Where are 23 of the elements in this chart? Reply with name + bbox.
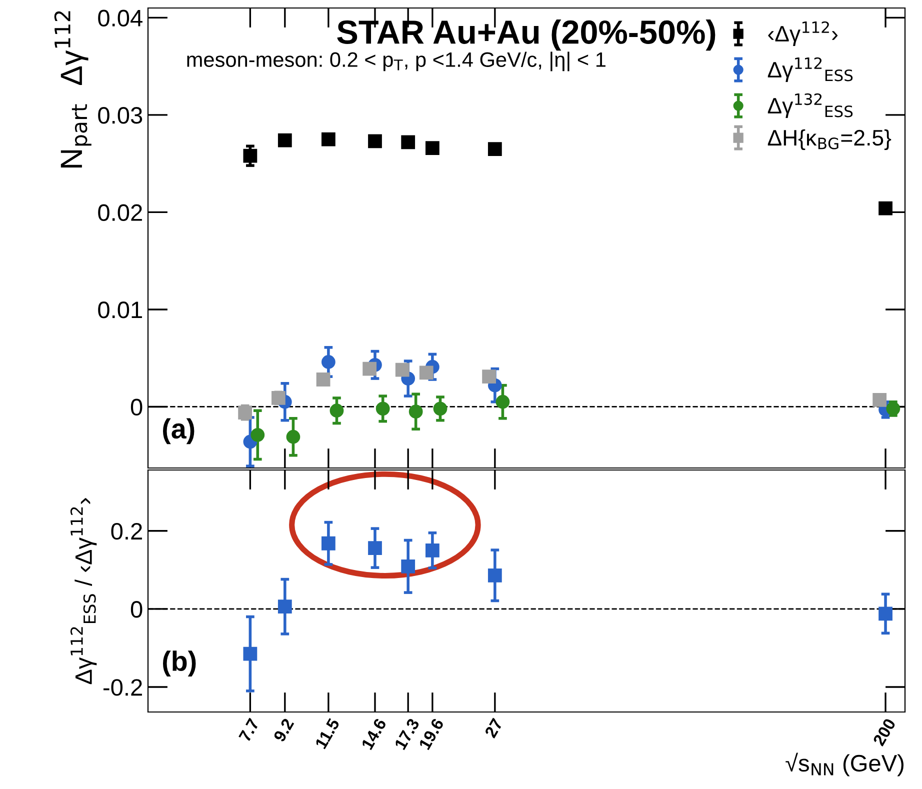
x-tick-label: 27 [484,718,503,738]
y-axis-title: N$_{part}$ Δγ$^{112}$ [54,11,92,168]
y-tick-label: 0.03 [98,107,142,124]
annotation: (a) [163,418,194,444]
chart-title: STAR Au+Au (20%-50%) [337,20,716,51]
x-tick-label: 7.7 [238,718,260,742]
text: meson-meson: 0.2 < p$_{T}$, p <1.4 GeV/c, |η| < 1 [187,52,606,72]
y-tick-label: 0.04 [98,10,142,27]
y-tick-label: 0 [130,398,142,416]
y-tick-label: 0.01 [98,302,142,318]
y-tick-label: 0.2 [111,522,142,540]
y-axis-title: Δγ$^{112}$$_{ESS}$ / ‹Δγ$^{112}$› [70,498,97,684]
y-tick-label: 0.02 [98,204,142,222]
y-tick-label: 0 [130,601,142,618]
legend-label: Δγ$^{112}$$_{ESS}$ [768,57,853,82]
x-tick-label: 200 [872,718,896,747]
x-tick-label: 9.2 [273,718,294,743]
legend-label: Δγ$^{132}$$_{ESS}$ [768,93,853,118]
legend-label: ‹Δγ$^{112}$› [768,21,838,46]
x-axis-title: √s$_{NN}$ (GeV) [786,752,904,776]
annotation: (b) [163,650,196,677]
y-tick-label: -0.2 [104,679,142,696]
legend-label: ΔH{κ$_{BG}$=2.5} [768,129,892,150]
